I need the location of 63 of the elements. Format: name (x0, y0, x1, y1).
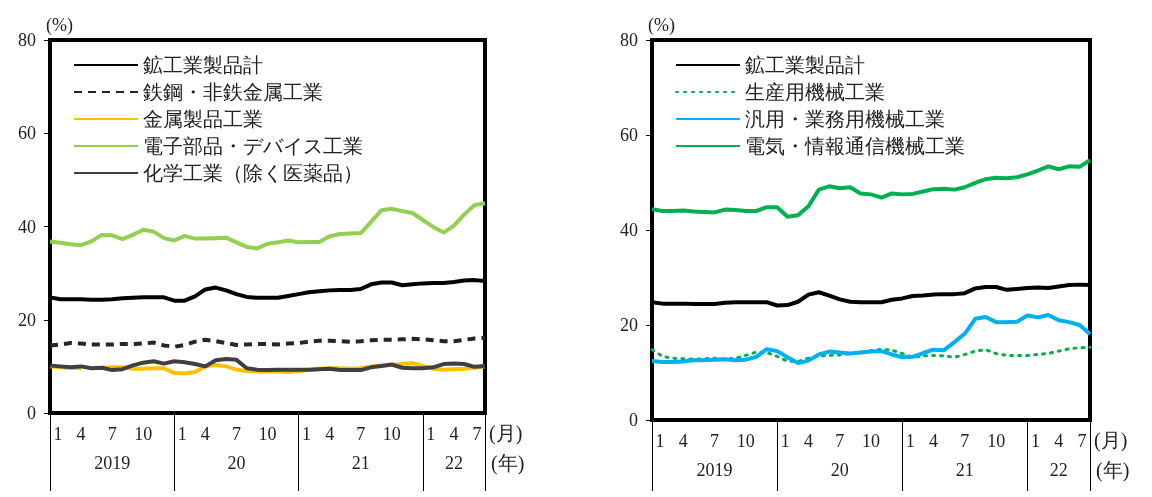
legend-label: 金属製品工業 (143, 108, 263, 130)
x-tick-label: 10 (134, 424, 153, 444)
text: 2019 (94, 453, 131, 473)
x-tick-label: 1 (426, 424, 436, 444)
x-tick-label: 7 (356, 424, 366, 444)
legend-label: 鉱工業製品計 (745, 54, 865, 76)
text: 20 (830, 460, 849, 480)
x-tick-label: 10 (382, 424, 401, 444)
x-tick-label: 7 (107, 424, 117, 444)
x-tick-label: 10 (987, 431, 1006, 451)
x-tick-label: 4 (1054, 431, 1064, 451)
x-tick-label: 7 (472, 424, 482, 444)
x-tick-label: 4 (449, 424, 459, 444)
x-tick-label: 1 (905, 431, 915, 451)
x-tick-label: 4 (929, 431, 939, 451)
y-tick-label: 60 (18, 123, 36, 144)
x-tick-label: 4 (678, 431, 688, 451)
x-tick-label: 1 (177, 424, 187, 444)
x-tick-label: 7 (1077, 431, 1087, 451)
y-tick-label: 60 (620, 125, 638, 145)
x-tick-label: 4 (76, 424, 86, 444)
x-tick-label: 7 (835, 431, 845, 451)
legend-label: 鉄鋼・非鉄金属工業 (143, 81, 323, 103)
x-tick-label: 1 (780, 431, 790, 451)
legend-label: 電気・情報通信機械工業 (745, 135, 965, 157)
text: 22 (444, 453, 463, 473)
x-tick-label: 1 (655, 431, 665, 451)
legend-label: 生産用機械工業 (745, 81, 885, 103)
y-tick-label: 80 (18, 30, 36, 50)
text: (年) (1096, 459, 1130, 482)
y-tick-label: 40 (620, 220, 638, 240)
y-axis-title: (%) (46, 15, 73, 36)
legend-label: 電子部品・デバイス工業 (143, 135, 363, 157)
x-tick-label: 10 (736, 431, 755, 451)
y-tick-label: 20 (18, 309, 36, 330)
text: 21 (351, 453, 370, 473)
y-axis-title: (%) (648, 15, 675, 36)
y-tick-label: 0 (27, 403, 36, 423)
x-tick-label: 7 (960, 431, 970, 451)
text: 22 (1049, 460, 1068, 480)
x-tick-label: 4 (200, 424, 210, 444)
legend-label: 汎用・業務用機械工業 (745, 108, 945, 130)
text: 2019 (696, 460, 733, 480)
x-tick-label: 4 (803, 431, 813, 451)
x-tick-label: 10 (862, 431, 880, 451)
x-tick-label: 1 (1030, 431, 1040, 451)
text: (年) (491, 452, 525, 475)
x-tick-label: 4 (325, 424, 335, 444)
y-tick-label: 40 (18, 216, 36, 237)
x-axis-title: (月) (1094, 429, 1128, 452)
legend-label: 鉱工業製品計 (143, 54, 263, 76)
y-tick-label: 80 (620, 30, 638, 50)
text: 20 (227, 453, 246, 473)
y-tick-label: 20 (620, 315, 638, 335)
x-tick-label: 7 (231, 424, 241, 444)
y-tick-label: 0 (629, 410, 638, 430)
x-tick-label: 10 (258, 424, 277, 444)
x-tick-label: 1 (53, 424, 63, 444)
x-tick-label: 7 (710, 431, 720, 451)
x-axis-title: (月) (489, 422, 523, 445)
text: 21 (955, 460, 974, 480)
x-tick-label: 1 (302, 424, 312, 444)
legend-label: 化学工業（除く医薬品） (143, 162, 363, 184)
